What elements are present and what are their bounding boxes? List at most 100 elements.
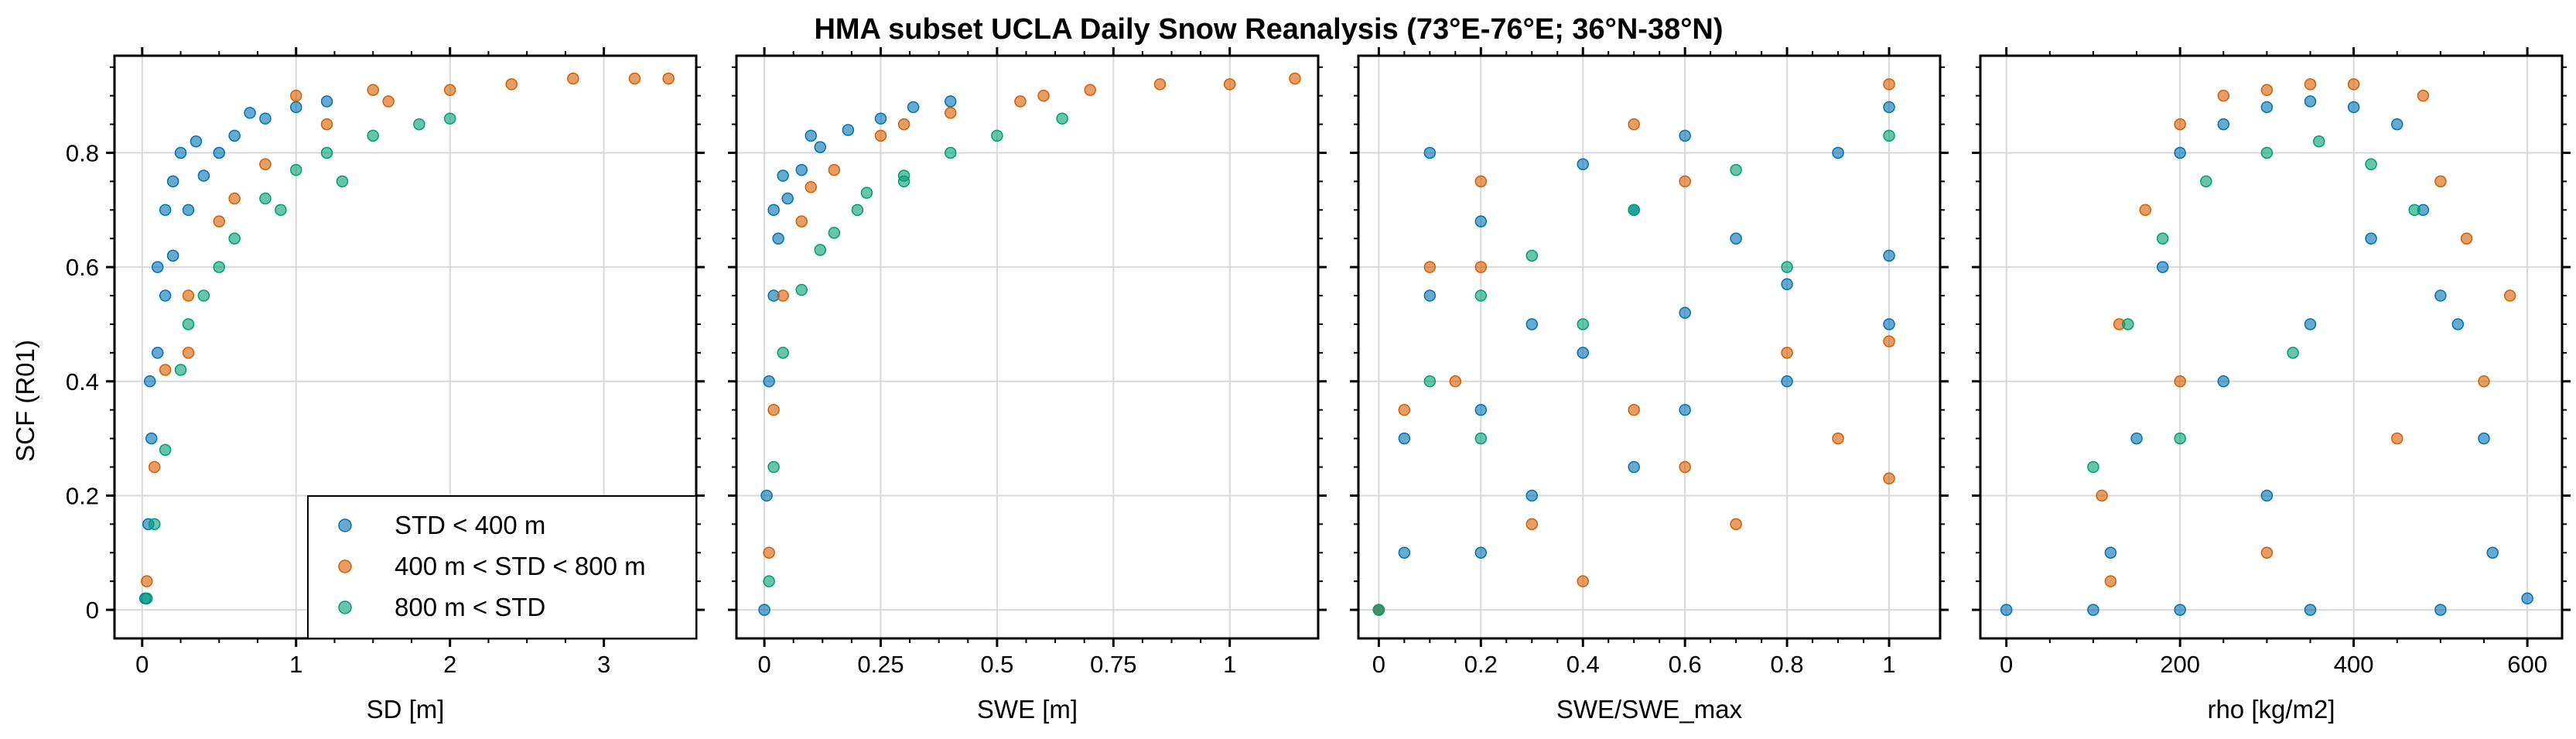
- data-point: [2390, 432, 2403, 445]
- data-point: [320, 146, 333, 159]
- data-point: [567, 72, 579, 85]
- x-axis-label: rho [kg/m2]: [2207, 695, 2335, 724]
- data-point: [767, 204, 780, 217]
- data-point: [1730, 518, 1742, 531]
- data-point: [1730, 232, 1742, 245]
- data-point: [2390, 118, 2403, 131]
- data-point: [197, 169, 210, 182]
- data-point: [1730, 163, 1742, 176]
- data-point: [320, 118, 333, 131]
- x-tick-label: 1: [289, 651, 302, 678]
- data-point: [2434, 175, 2447, 188]
- data-point: [814, 244, 827, 256]
- scatter-points: [758, 72, 1301, 616]
- x-tick-label: 0.8: [1771, 651, 1804, 678]
- data-point: [2000, 604, 2013, 616]
- data-point: [1781, 347, 1793, 359]
- data-point: [2304, 318, 2317, 330]
- data-point: [944, 95, 957, 108]
- data-point: [2521, 592, 2533, 605]
- data-point: [1037, 89, 1050, 102]
- data-point: [1525, 518, 1539, 531]
- data-point: [213, 146, 226, 159]
- data-point: [2087, 460, 2099, 474]
- data-point: [2087, 604, 2099, 616]
- data-point: [1153, 78, 1167, 91]
- x-tick-label: 400: [2334, 651, 2374, 678]
- y-axis-label: SCF (R01): [11, 340, 39, 462]
- data-point: [1423, 289, 1437, 302]
- data-point: [772, 232, 784, 245]
- figure-title: HMA subset UCLA Daily Snow Reanalysis (7…: [814, 13, 1723, 46]
- data-point: [2434, 604, 2447, 616]
- data-point: [2260, 101, 2274, 114]
- data-point: [2122, 318, 2134, 330]
- data-point: [244, 107, 256, 119]
- data-point: [1883, 101, 1895, 114]
- data-point: [166, 175, 179, 188]
- data-point: [1883, 129, 1895, 142]
- data-point: [144, 375, 156, 388]
- data-point: [2408, 204, 2421, 217]
- data-point: [777, 169, 789, 182]
- data-point: [1474, 403, 1488, 416]
- data-point: [1628, 403, 1640, 416]
- data-point: [628, 72, 641, 85]
- data-point: [2174, 375, 2186, 388]
- x-tick-label: 0.75: [1090, 651, 1136, 678]
- data-point: [1474, 215, 1488, 228]
- data-point: [1289, 72, 1301, 85]
- data-point: [1449, 375, 1462, 388]
- data-point: [2304, 95, 2317, 108]
- data-point: [2130, 432, 2143, 445]
- x-axis-label: SWE/SWE_max: [1556, 695, 1743, 724]
- data-point: [1398, 432, 1411, 445]
- data-point: [828, 163, 841, 176]
- data-point: [2174, 432, 2186, 445]
- data-point: [148, 518, 161, 531]
- data-point: [860, 186, 873, 199]
- x-tick-label: 600: [2507, 651, 2547, 678]
- data-point: [1056, 112, 1068, 125]
- data-point: [182, 204, 195, 217]
- data-point: [763, 546, 775, 559]
- data-point: [1474, 289, 1488, 302]
- data-point: [259, 192, 272, 205]
- data-point: [141, 592, 153, 605]
- axes-frame: [1979, 54, 2564, 640]
- data-point: [159, 364, 172, 376]
- data-point: [842, 124, 855, 136]
- data-point: [275, 204, 287, 217]
- data-point: [2287, 347, 2299, 359]
- data-point: [2304, 78, 2317, 91]
- data-point: [1628, 204, 1640, 217]
- data-point: [1423, 375, 1437, 388]
- data-point: [874, 129, 887, 142]
- data-point: [1084, 84, 1096, 97]
- data-point: [763, 575, 775, 587]
- legend: STD < 400 m 400 m < STD < 800 m 800 m < ST…: [307, 495, 697, 639]
- data-point: [182, 347, 195, 359]
- data-point: [182, 318, 195, 330]
- legend-marker: [338, 559, 352, 573]
- data-point: [505, 78, 518, 91]
- data-point: [151, 261, 164, 273]
- y-tick-label: 0: [86, 597, 99, 624]
- data-point: [944, 107, 957, 119]
- data-point: [367, 84, 379, 97]
- data-point: [763, 375, 775, 388]
- data-point: [2347, 101, 2360, 114]
- x-tick-label: 0.6: [1669, 651, 1702, 678]
- data-point: [182, 289, 195, 302]
- data-point: [159, 289, 172, 302]
- data-point: [2486, 546, 2499, 559]
- data-point: [1474, 432, 1488, 445]
- data-point: [1628, 460, 1640, 474]
- data-point: [2139, 204, 2152, 217]
- data-point: [228, 129, 241, 142]
- x-tick-label: 0.25: [857, 651, 904, 678]
- data-point: [382, 95, 395, 108]
- x-tick-label: 0: [135, 651, 149, 678]
- data-point: [2156, 232, 2169, 245]
